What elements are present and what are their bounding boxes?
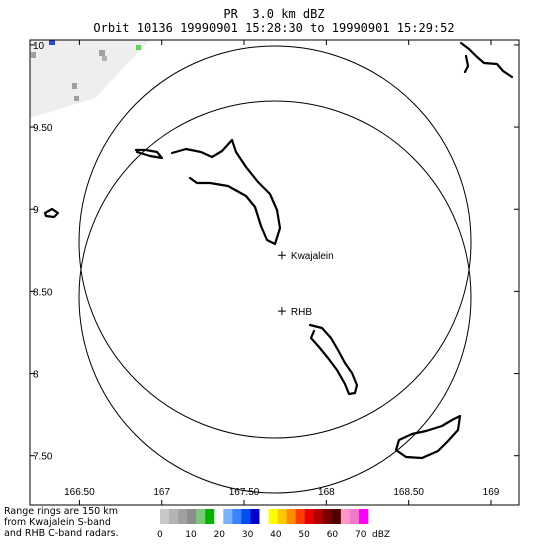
site-label: Kwajalein — [291, 251, 334, 262]
colorbar-tick-label: 30 — [241, 530, 254, 540]
coastlines — [43, 41, 514, 460]
echo-pixel — [72, 83, 77, 89]
colorbar-swatch — [277, 509, 287, 524]
echo-pixel — [49, 40, 55, 45]
lat-tick-label: 8.50 — [33, 287, 53, 298]
colorbar-swatch — [322, 509, 333, 524]
colorbar-swatch — [286, 509, 296, 524]
lon-tick-label: 168 — [318, 487, 335, 498]
colorbar-swatch — [358, 509, 369, 524]
bikar-coast — [459, 41, 514, 79]
ailinglaplap-coast — [308, 323, 359, 396]
echo-pixels — [31, 40, 141, 101]
colorbar-tick-label: 0 — [157, 530, 163, 540]
colorbar-tick-label: 20 — [213, 530, 226, 540]
colorbar-tick-label: 60 — [326, 530, 339, 540]
colorbar-swatch — [331, 509, 342, 524]
footnote-line: Range rings are 150 km — [4, 506, 118, 517]
colorbar-swatch — [349, 509, 360, 524]
colorbar-swatch — [232, 509, 242, 524]
colorbar-tick-label: 50 — [298, 530, 310, 540]
lat-tick-label: 10 — [33, 41, 45, 52]
colorbar-swatch — [223, 509, 233, 524]
echo-pixel — [31, 52, 36, 58]
colorbar-swatch — [250, 509, 260, 524]
lib-island-coast — [43, 207, 60, 219]
majuro-coast — [394, 414, 462, 460]
echo-pixel — [99, 50, 105, 56]
lon-tick-label: 167 — [153, 487, 170, 498]
colorbar-swatch — [160, 509, 170, 524]
colorbar-swatch — [268, 509, 278, 524]
lat-tick-label: 9.50 — [33, 123, 53, 134]
colorbar-unit: dBZ — [372, 530, 391, 540]
colorbar-swatch — [196, 509, 206, 524]
pr-swath-area — [30, 40, 150, 118]
orbit-time-range: Orbit 10136 19990901 15:28:30 to 1999090… — [93, 21, 455, 35]
colorbar-swatch — [295, 509, 305, 524]
colorbar-swatch — [313, 509, 324, 524]
colorbar-swatch — [178, 509, 188, 524]
footnote-line: and RHB C-band radars. — [4, 528, 119, 539]
kwajalein-range-ring — [78, 45, 472, 439]
lat-tick-label: 8 — [33, 370, 39, 381]
colorbar-swatch — [187, 509, 197, 524]
colorbar-swatch — [340, 509, 351, 524]
lon-tick-label: 168.50 — [393, 487, 424, 498]
lon-tick-label: 166.50 — [64, 487, 95, 498]
echo-pixel — [136, 45, 141, 50]
map-title: PR 3.0 km dBZ — [223, 7, 325, 21]
colorbar-swatch — [259, 509, 269, 524]
colorbar-swatch — [169, 509, 179, 524]
site-label: RHB — [291, 307, 312, 318]
footnote-line: from Kwajalein S-band — [4, 517, 111, 528]
colorbar-swatch — [205, 509, 215, 524]
colorbar-tick-label: 70 — [355, 530, 367, 540]
colorbar-swatch — [304, 509, 315, 524]
lon-tick-label: 169 — [483, 487, 500, 498]
colorbar-swatch — [214, 509, 224, 524]
colorbar-tick-label: 40 — [270, 530, 282, 540]
echo-pixel — [74, 96, 79, 101]
kwajalein-atoll-coast — [134, 138, 282, 246]
colorbar-tick-label: 10 — [185, 530, 197, 540]
rhb-range-ring — [78, 100, 472, 494]
echo-pixel — [102, 56, 107, 61]
plot-frame — [29, 39, 520, 506]
lat-tick-label: 7.50 — [33, 452, 53, 463]
range-ring-footnote: Range rings are 150 km from Kwajalein S-… — [4, 506, 119, 539]
colorbar-swatch — [241, 509, 251, 524]
lat-tick-label: 9 — [33, 205, 39, 216]
lon-tick-label: 167.50 — [229, 487, 260, 498]
